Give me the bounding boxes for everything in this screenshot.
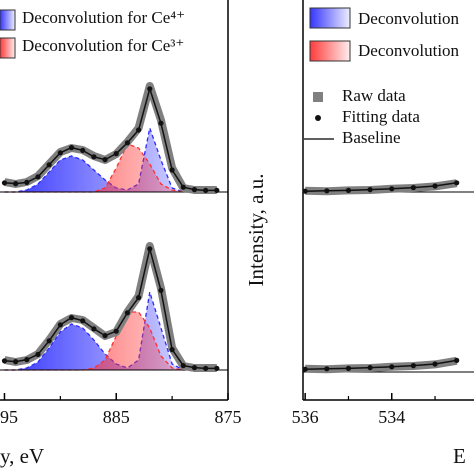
fit-point — [367, 365, 373, 371]
legend-swatch — [309, 40, 351, 62]
fit-line — [4, 86, 217, 192]
fit-point — [91, 154, 97, 160]
fit-point — [345, 187, 352, 193]
fit-point — [57, 150, 63, 156]
fit-point — [80, 147, 86, 153]
fit-point — [432, 361, 438, 367]
fit-point — [24, 179, 30, 185]
fit-point — [147, 246, 153, 252]
legend-swatch — [0, 9, 16, 31]
fit-point — [102, 333, 108, 339]
fit-point — [135, 295, 142, 301]
deconvolution-area — [4, 292, 217, 370]
deconvolution-area — [4, 128, 217, 192]
fit-point — [135, 127, 142, 133]
fit-point — [13, 359, 19, 365]
fit-point — [191, 365, 198, 371]
fit-point — [367, 187, 373, 193]
fit-point — [80, 318, 86, 324]
x-tick-label: 875 — [215, 407, 242, 427]
fit-point — [214, 187, 220, 193]
fit-point — [180, 363, 186, 369]
fit-point — [454, 357, 460, 363]
legend-label: Deconvolution — [358, 41, 460, 60]
fit-point — [1, 180, 8, 186]
fit-point — [203, 187, 209, 193]
x-tick-label: 895 — [0, 407, 18, 427]
fit-line — [305, 359, 457, 370]
fit-point — [158, 287, 164, 293]
fit-point — [410, 185, 416, 191]
fit-point — [432, 183, 438, 189]
fit-point — [46, 162, 52, 168]
fit-point — [324, 188, 330, 194]
legend-swatch — [0, 37, 16, 59]
x-tick-label: 534 — [378, 407, 405, 427]
legend-label: Deconvolution for Ce⁴⁺ — [22, 8, 185, 27]
fit-point — [345, 365, 352, 371]
deconvolution-area — [4, 144, 217, 192]
fit-point — [68, 315, 75, 321]
legend-swatch — [309, 7, 351, 29]
legend-label: Baseline — [342, 128, 401, 147]
fit-point — [24, 357, 30, 363]
fit-point — [389, 364, 395, 370]
fit-point — [214, 365, 220, 371]
fit-point — [113, 151, 119, 157]
fit-point — [147, 86, 153, 92]
fit-point — [113, 328, 119, 334]
fit-line — [4, 248, 217, 370]
fit-point — [191, 187, 198, 193]
legend-label: Deconvolution for Ce³⁺ — [22, 36, 184, 55]
fit-point — [35, 351, 41, 357]
fit-point — [180, 184, 186, 190]
legend-swatch — [315, 115, 321, 121]
fit-point — [102, 157, 108, 163]
fit-point — [124, 310, 131, 316]
fit-point — [158, 120, 164, 126]
fit-point — [13, 181, 19, 187]
legend-label: Raw data — [342, 86, 406, 105]
fit-point — [35, 174, 41, 180]
fit-point — [68, 145, 75, 151]
fit-point — [1, 358, 8, 364]
deconvolution-area — [4, 312, 217, 370]
fit-point — [169, 167, 175, 173]
fit-point — [46, 338, 52, 344]
left-x-label: y, eV — [0, 444, 44, 468]
fit-point — [454, 180, 460, 186]
fit-point — [57, 322, 63, 328]
raw-data — [3, 82, 217, 194]
legend-label: Fitting data — [342, 107, 420, 126]
fit-point — [91, 326, 97, 332]
right-x-label: E — [453, 444, 466, 468]
fit-point — [324, 366, 330, 372]
fit-line — [305, 182, 457, 192]
x-tick-label: 885 — [103, 407, 130, 427]
legend-swatch — [313, 92, 323, 102]
y-label: Intensity, a.u. — [244, 174, 268, 287]
fit-point — [302, 366, 308, 372]
fit-point — [169, 347, 175, 353]
fit-point — [410, 363, 416, 369]
fit-point — [389, 186, 395, 192]
x-tick-label: 536 — [292, 407, 319, 427]
fit-point — [203, 365, 209, 371]
legend-label: Deconvolution — [358, 9, 460, 28]
fit-point — [302, 188, 308, 194]
fit-point — [124, 140, 131, 146]
